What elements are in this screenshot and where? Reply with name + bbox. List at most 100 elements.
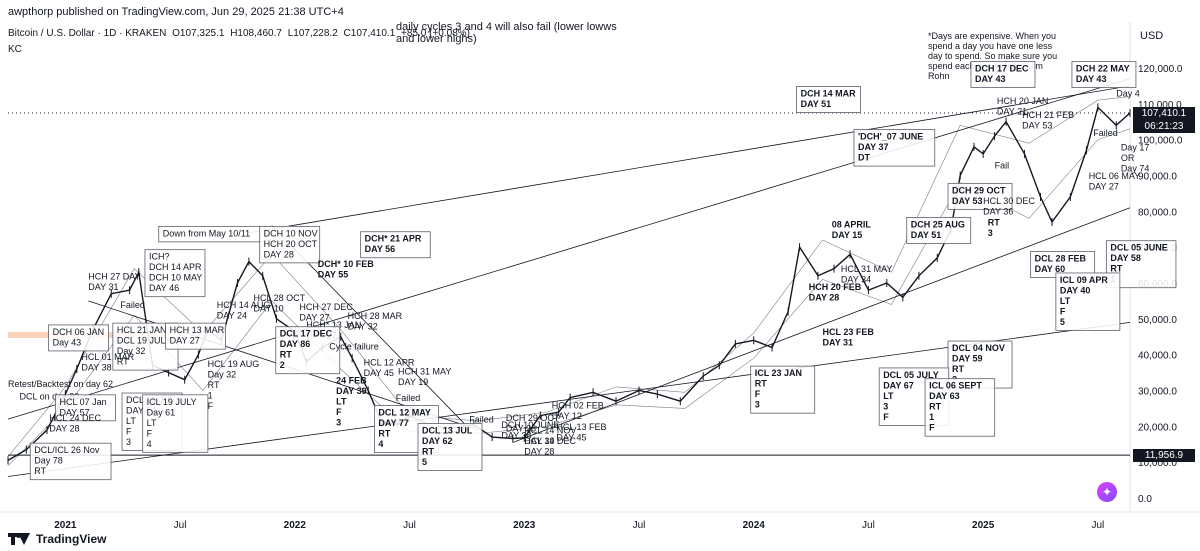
tradingview-brand: TradingView [36,532,107,546]
annotation-label: HCL 21 JAN [117,325,167,335]
annotation-label: DCH 14 MAR [801,89,857,99]
annotation-label: DAY 27 [1089,182,1119,192]
x-tick-label: 2021 [54,520,77,531]
y-tick-label: 100,000.0 [1138,136,1183,147]
annotation-label: DCL 12 MAY [378,408,431,418]
annotation-label: DAY 56 [365,244,396,254]
annotation-label: DAY 45 [364,368,394,378]
annotation-label: 4 [147,439,152,449]
annotation-label: DAY 31 [88,282,118,292]
cycle-failure-note: daily cycles 3 and 4 will also fail (low… [396,21,617,45]
bar-countdown: 06:21:23 [1133,120,1195,134]
annotation-label: 3 [988,228,993,238]
y-tick-label: 10,000.0 [1138,458,1177,469]
annotation-label: DAY 54 [126,406,156,416]
annotation-label: 3 [883,401,888,411]
annotation-label: DCH 17 DEC [975,64,1029,74]
annotation-label: DAY 28 [264,249,294,259]
annotation-label: HCH 20 JAN [997,96,1049,106]
ohlc-close: C107,410.1 [343,28,396,39]
annotation-label: HCL 14 NOV [524,425,576,435]
x-tick-label: 2022 [284,520,307,531]
annotation-label: Day 43 [53,337,82,347]
annotation-label: 3 [126,437,131,447]
annotation-label: LT [1060,296,1071,306]
annotation-label: Day 32 [117,346,146,356]
tradingview-logo[interactable]: TradingView [8,532,106,546]
annotation-label: DAY 32 [348,321,378,331]
y-tick-label: 40,000.0 [1138,351,1177,362]
annotation-label: DAY 31 [823,337,854,347]
price-change: +85.0 (+0.08%) [401,28,470,39]
annotation-box [29,442,112,481]
annotation-label: DAY 27 [170,336,200,346]
annotation-label: ICL 09 APR [1060,275,1109,285]
annotation-label: ICH? [149,252,170,262]
indicator-legend[interactable]: KC [8,44,22,55]
currency-label[interactable]: USD [1140,30,1164,42]
annotation-label: LT [883,391,894,401]
symbol-name[interactable]: Bitcoin / U.S. Dollar · 1D · KRAKEN [8,28,167,39]
annotation-label: HCH 31 MAY [398,366,451,376]
annotation-label: DAY 63 [929,391,960,401]
annotation-box [259,225,321,264]
annotation-label: 'DCH'_07 JUNE [858,132,923,142]
annotation-label: DAY 58 [1110,253,1141,263]
annotation-label: Retest/Backtest on day 62 [8,379,113,389]
y-tick-label: 50,000.0 [1138,315,1177,326]
annotation-label: HCL 07 Jan [59,397,106,407]
annotation-label: DCH 25 AUG [911,219,965,229]
annotation-label: HCL 12 APR [364,357,415,367]
annotation-label: HCH 21 FEB [1022,110,1074,120]
keltner-upper-line [7,96,1131,457]
annotation-box [1055,272,1121,331]
annotation-label: DAY 38 [81,363,111,373]
annotation-label: DCH 10 NOV [264,228,318,238]
annotation-label: DAY 43 [975,74,1006,84]
annotation-label: DAY 34 [841,275,871,285]
annotation-label: LT [336,396,347,406]
annotation-label: RT [280,350,292,360]
x-tick-label: 2024 [743,520,766,531]
annotation-box [360,231,431,259]
annotation-label: DAY 28 [524,447,554,457]
magic-wand-icon[interactable]: ✦ [1097,482,1117,502]
symbol-legend[interactable]: Bitcoin / U.S. Dollar · 1D · KRAKEN O107… [8,28,473,39]
annotation-label: OR [1121,153,1135,163]
annotation-label: HCL 28 OCT [254,293,306,303]
annotation-label: HCL 30 DEC [983,196,1035,206]
annotation-label: HCL 19 AUG [208,359,260,369]
annotation-label: HCH 02 FEB [552,400,604,410]
annotation-label: F [208,401,214,411]
x-tick-label: 2023 [513,520,536,531]
annotation-label: F [126,427,132,437]
annotation-label: RT [117,357,129,367]
annotation-label: HCH 28 MAR [348,311,403,321]
annotation-box [853,129,936,167]
annotation-box [906,217,972,244]
annotation-label: F [883,412,889,422]
annotation-label: DAY 39 [336,386,367,396]
annotation-label: 08 APRIL [832,219,872,229]
y-tick-label: 90,000.0 [1138,171,1177,182]
annotation-label: DCH 29 OCT [952,185,1006,195]
annotation-label: HCH 13 MAR [170,325,225,335]
annotation-label: 4 [378,439,383,449]
ohlc-low: L107,228.2 [287,28,338,39]
annotation-label: ICL 19 JULY [147,397,197,407]
annotation-label: HCL 01 MAR [81,352,134,362]
annotation-label: DAY 67 [883,380,914,390]
annotation-label: Failed [120,300,145,310]
annotation-label: DAY 45 [556,432,586,442]
annotation-label: DAY 60 [1035,264,1066,274]
x-tick-label: Jul [403,520,416,531]
annotation-label: HCH 14 AUG [217,300,271,310]
annotation-label: 2 [280,360,285,370]
annotation-box [970,61,1036,88]
x-tick-label: Jul [633,520,646,531]
annotation-label: 1 [208,391,213,401]
annotation-label: DAY 86 [280,339,311,349]
annotation-label: Day 4 [1116,89,1140,99]
annotation-label: DAY 23 [506,423,536,433]
